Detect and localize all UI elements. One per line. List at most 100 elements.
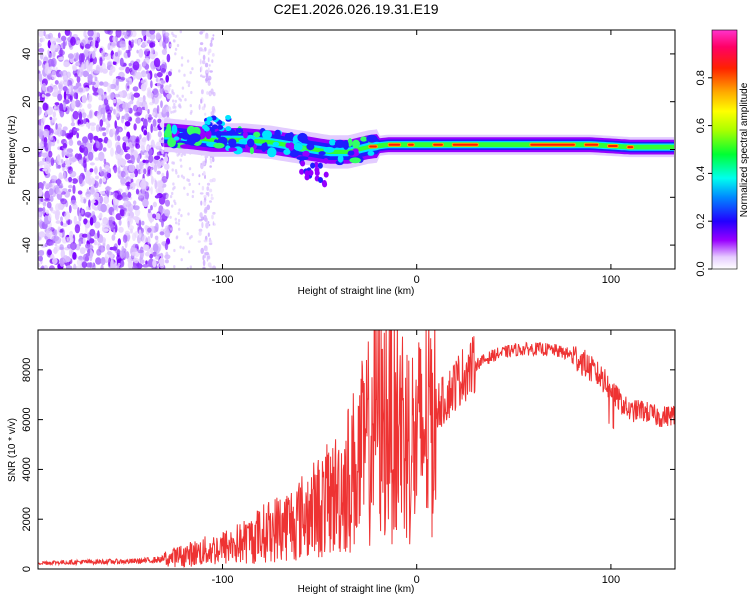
noise-speckle <box>146 173 150 177</box>
noise-speckle <box>174 109 177 113</box>
noise-speckle <box>159 38 163 47</box>
noise-speckle <box>200 200 203 206</box>
noise-speckle <box>122 234 128 243</box>
ridge-blob <box>204 120 211 126</box>
noise-speckle <box>156 170 161 175</box>
noise-speckle <box>164 242 169 251</box>
noise-speckle <box>84 43 91 49</box>
noise-speckle <box>66 71 72 79</box>
ridge-blob <box>263 142 268 151</box>
ridge-blob <box>366 134 378 143</box>
noise-speckle <box>51 210 57 214</box>
noise-speckle <box>201 221 204 229</box>
noise-speckle <box>148 114 152 118</box>
noise-speckle <box>38 128 44 137</box>
noise-speckle <box>177 211 180 215</box>
noise-speckle <box>90 125 96 132</box>
noise-speckle <box>102 228 109 232</box>
noise-speckle <box>140 227 145 234</box>
noise-speckle <box>59 184 64 189</box>
noise-speckle <box>209 265 213 269</box>
noise-speckle <box>135 138 139 143</box>
noise-speckle <box>206 91 209 95</box>
snr-x-axis-label: Height of straight line (km) <box>298 584 415 595</box>
noise-speckle <box>169 68 173 72</box>
noise-speckle <box>178 97 181 101</box>
noise-speckle <box>208 242 213 246</box>
noise-speckle <box>206 186 210 191</box>
ridge-blob <box>206 116 213 122</box>
ridge-blob <box>253 131 261 138</box>
noise-speckle <box>198 228 203 232</box>
noise-speckle <box>58 203 65 209</box>
noise-speckle <box>174 99 177 103</box>
noise-speckle <box>150 168 153 178</box>
noise-speckle <box>81 94 87 104</box>
noise-speckle <box>208 223 211 227</box>
noise-speckle <box>179 245 182 249</box>
noise-speckle <box>38 198 41 205</box>
noise-speckle <box>169 195 173 199</box>
noise-speckle <box>61 163 66 168</box>
noise-speckle <box>124 153 131 160</box>
noise-speckle <box>78 212 82 222</box>
noise-speckle <box>186 80 189 84</box>
ridge-blob <box>308 169 314 176</box>
noise-speckle <box>165 75 169 83</box>
noise-speckle <box>126 30 131 37</box>
noise-speckle <box>179 30 182 34</box>
noise-speckle <box>121 115 125 120</box>
noise-speckle <box>81 261 88 268</box>
noise-speckle <box>76 132 79 139</box>
noise-speckle <box>207 67 210 72</box>
ridge-blob <box>323 171 329 178</box>
noise-speckle <box>144 190 149 201</box>
noise-speckle <box>189 265 192 269</box>
noise-speckle <box>110 223 115 231</box>
ridge-hot-core <box>584 143 599 146</box>
noise-speckle <box>85 243 91 249</box>
noise-speckle <box>66 236 74 243</box>
noise-speckle <box>64 159 70 165</box>
noise-speckle <box>201 185 205 191</box>
noise-speckle <box>87 132 94 141</box>
noise-speckle <box>142 61 147 67</box>
ridge-blob <box>347 150 355 156</box>
noise-speckle <box>113 108 116 115</box>
noise-speckle <box>126 93 131 100</box>
noise-speckle <box>83 198 87 204</box>
noise-speckle <box>134 208 141 217</box>
noise-speckle <box>210 88 214 94</box>
ridge-blob <box>302 150 310 157</box>
noise-speckle <box>44 66 52 75</box>
noise-speckle <box>143 118 148 129</box>
noise-speckle <box>54 44 61 52</box>
noise-speckle <box>106 244 110 251</box>
noise-speckle <box>171 161 174 165</box>
noise-speckle <box>70 199 77 206</box>
noise-speckle <box>46 201 52 209</box>
noise-speckle <box>128 164 135 173</box>
noise-speckle <box>76 40 81 45</box>
noise-speckle <box>212 211 216 215</box>
noise-speckle <box>152 144 156 148</box>
noise-speckle <box>161 150 164 155</box>
noise-speckle <box>117 165 121 174</box>
noise-speckle <box>78 175 83 185</box>
noise-speckle <box>139 163 143 170</box>
y-tick-label: 8000 <box>21 358 33 382</box>
snr-line-layer <box>38 330 675 568</box>
noise-speckle <box>144 152 149 156</box>
noise-speckle <box>203 239 208 243</box>
noise-speckle <box>175 221 178 225</box>
noise-speckle <box>38 42 42 48</box>
noise-speckle <box>140 169 143 174</box>
noise-speckle <box>191 67 194 71</box>
ridge-hot-core <box>452 143 478 146</box>
noise-speckle <box>91 39 96 49</box>
noise-speckle <box>89 168 94 173</box>
noise-speckle <box>68 176 73 183</box>
noise-speckle <box>139 139 146 147</box>
noise-speckle <box>204 35 209 40</box>
noise-speckle <box>207 221 210 224</box>
